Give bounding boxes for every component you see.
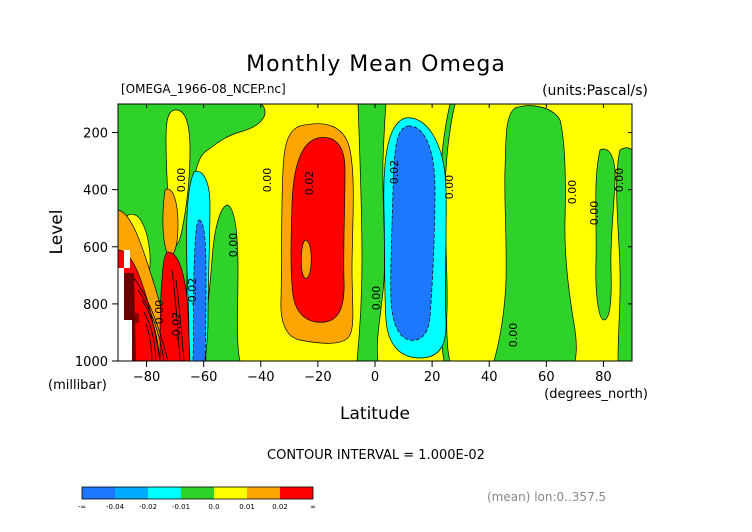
x-tick-label: −80 (133, 370, 160, 385)
x-axis-title: Latitude (340, 404, 410, 424)
y-tick-label: 600 (83, 241, 108, 256)
y-tick-label: 400 (83, 184, 108, 199)
colorbar-swatch (82, 487, 115, 499)
contour-field (118, 104, 632, 361)
colorbar-swatch (115, 487, 148, 499)
contour-label: 0.00 (227, 233, 240, 258)
x-axis-unit: (degrees_north) (544, 387, 648, 402)
colorbar-label: 0.0 (208, 503, 219, 511)
colorbar-label: 0.02 (272, 503, 288, 511)
contour-label: 0.00 (261, 168, 274, 193)
colorbar-label: ∞ (310, 503, 316, 511)
contour-label: 0.00 (370, 286, 383, 311)
x-tick-label: 0 (371, 370, 379, 385)
y-axis-unit: (millibar) (48, 378, 107, 393)
contour-label: -0.02 (186, 278, 199, 306)
steep-contours (133, 269, 185, 361)
x-axis: −80 −60 −40 −20 0 20 40 60 80 (133, 104, 612, 385)
contour-labels: 0.00 0.00 0.02 0.00 0.02 0.00 0.00 0.00 … (153, 160, 626, 348)
colorbar: -∞ -0.04 -0.02 -0.01 0.0 0.01 0.02 ∞ (78, 486, 316, 511)
contour-label: 0.00 (613, 168, 626, 193)
contour-label: 0.00 (566, 180, 579, 205)
mean-text: (mean) lon:0..357.5 (487, 490, 606, 504)
y-tick-label: 1000 (75, 355, 108, 370)
contour-label: 0.00 (507, 323, 520, 348)
chart-title: Monthly Mean Omega (246, 52, 506, 77)
contour-label: 0.00 (588, 201, 601, 226)
file-label: [OMEGA_1966-08_NCEP.nc] (121, 82, 286, 96)
x-tick-label: 20 (424, 370, 441, 385)
x-tick-label: 40 (481, 370, 498, 385)
colorbar-swatch (214, 487, 247, 499)
x-tick-label: −40 (247, 370, 274, 385)
contour-label: 0.00 (443, 175, 456, 200)
colorbar-swatch (280, 487, 313, 499)
subtropical-positive-region (280, 123, 354, 344)
colorbar-swatch (181, 487, 214, 499)
x-tick-label: −60 (190, 370, 217, 385)
x-tick-label: 80 (595, 370, 612, 385)
y-tick-label: 200 (83, 127, 108, 142)
contour-label: 0.00 (153, 300, 166, 325)
colorbar-label: -∞ (78, 503, 86, 511)
contour-label: 0.00 (175, 168, 188, 193)
x-tick-label: 60 (538, 370, 555, 385)
contour-label: 0.02 (303, 171, 316, 196)
polar-region (118, 170, 211, 361)
y-tick-label: 800 (83, 298, 108, 313)
colorbar-swatch (148, 487, 181, 499)
x-tick-label: −20 (304, 370, 331, 385)
contour-interval-text: CONTOUR INTERVAL = 1.000E-02 (267, 448, 485, 463)
tropical-negative-region (383, 117, 447, 359)
colorbar-label: -0.02 (139, 503, 157, 511)
contour-label: 0.02 (388, 160, 401, 185)
colorbar-label: -0.01 (172, 503, 190, 511)
y-axis: 200 400 600 800 1000 (75, 127, 632, 370)
colorbar-swatch (247, 487, 280, 499)
contour-label: -0.02 (170, 312, 183, 340)
colorbar-label: -0.04 (106, 503, 125, 511)
units-label: (units:Pascal/s) (542, 83, 648, 99)
colorbar-frame (81, 486, 314, 500)
y-axis-title: Level (47, 210, 67, 255)
colorbar-label: 0.01 (239, 503, 255, 511)
